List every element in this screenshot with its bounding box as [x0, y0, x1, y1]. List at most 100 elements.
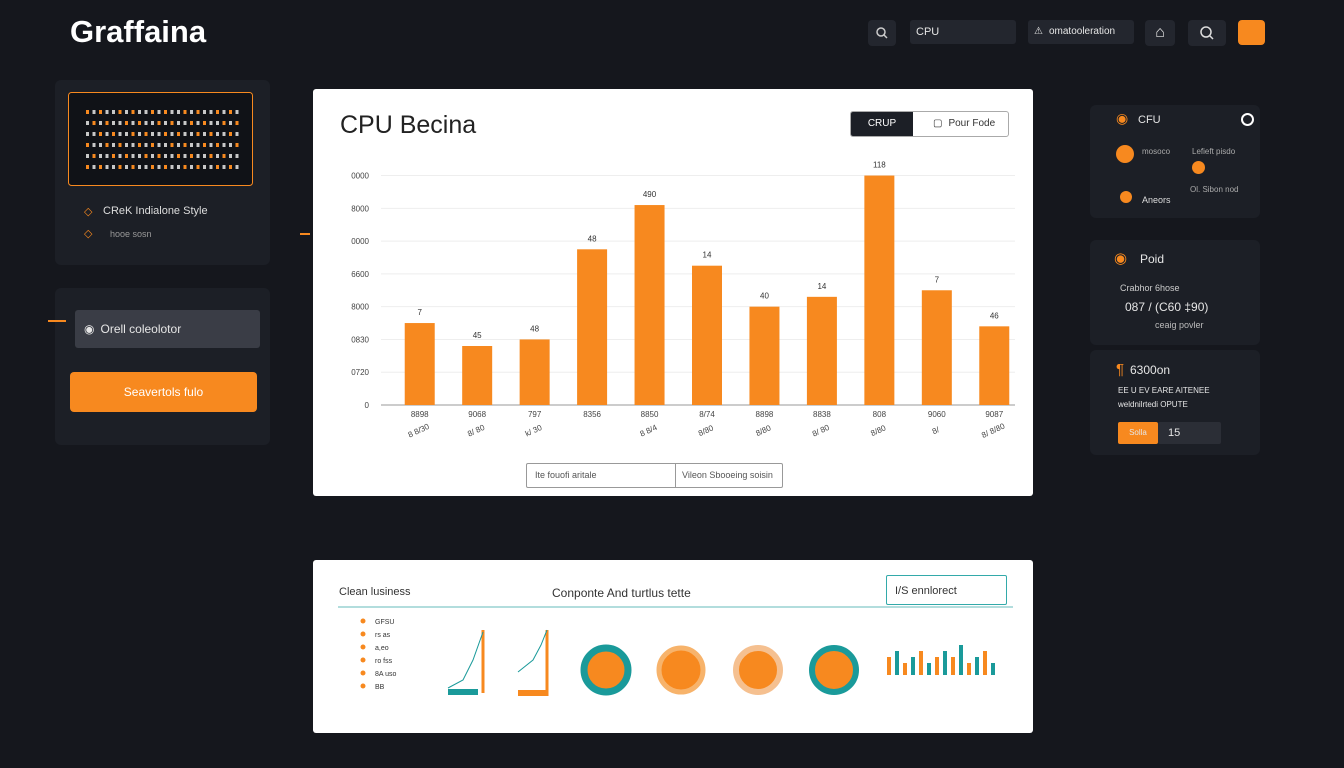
cpu-row: Aneors [1142, 195, 1171, 205]
x-tick-label: 8/74 [699, 410, 715, 419]
list-item: BB [375, 684, 385, 691]
dot [222, 121, 226, 125]
value-label: 48 [588, 234, 597, 243]
bullet: ◇ [84, 228, 93, 240]
dot [196, 165, 200, 169]
x-tick-label: 9068 [468, 410, 486, 419]
bar-chart: 0 0720 0830 8000 6600 0000 8000 0000 7 8898 8 8/30… [351, 161, 1015, 440]
dot [125, 154, 128, 158]
dot [170, 121, 174, 125]
dot [216, 143, 219, 147]
dot [105, 110, 109, 114]
bar [404, 323, 435, 405]
dot [170, 132, 174, 136]
list-bullet [360, 683, 366, 689]
dot [138, 110, 141, 114]
poid-label: Crabhor 6hose [1120, 283, 1180, 293]
x-tick-label: 8898 [756, 410, 774, 419]
bottom-graphics: GFSU rs as a,eo ro fss 8A uso BB [338, 606, 1013, 696]
dot [151, 110, 154, 114]
x-tick-label: 8838 [813, 410, 831, 419]
x-tick-sublabel: 8/80 [754, 423, 772, 438]
bottom-box[interactable]: I/S ennlorect [886, 575, 1007, 605]
dot [183, 165, 187, 169]
user-button[interactable] [1238, 20, 1265, 45]
mini-bar [903, 663, 907, 675]
dot [118, 143, 122, 147]
mini-bar [887, 657, 891, 675]
toggle-option[interactable]: ▢ Pour Fode [933, 118, 996, 129]
list-bullet [360, 670, 366, 676]
dot [203, 110, 206, 114]
bell-button[interactable]: ⌂ [1145, 20, 1175, 46]
dot [222, 154, 226, 158]
mini-bar [935, 657, 939, 675]
list-item: 8A uso [375, 671, 397, 678]
mini-line-chart [447, 629, 549, 696]
bottom-title: Clean lusiness [339, 586, 411, 598]
dot [203, 132, 206, 136]
dot [92, 121, 96, 125]
search-button[interactable] [868, 20, 896, 46]
dot [216, 154, 219, 158]
dot [196, 154, 200, 158]
dot [125, 132, 128, 136]
alert-input[interactable]: ⚠ omatooleration [1028, 20, 1134, 44]
dot [118, 165, 122, 169]
x-tick-label: 8356 [583, 410, 601, 419]
y-tick-label: 0720 [351, 368, 369, 377]
bar [806, 296, 837, 405]
value-label: 14 [817, 282, 826, 291]
dot [209, 154, 213, 158]
list-bullet [360, 631, 366, 637]
dot [196, 121, 200, 125]
dot [144, 132, 148, 136]
list-item: GFSU [375, 619, 394, 626]
bar [749, 306, 780, 405]
logo: Graffaina [70, 14, 207, 49]
thumbnail [68, 92, 253, 186]
mini-bar [967, 663, 971, 675]
dot [144, 165, 148, 169]
input[interactable]: ◉ Orell coleolotor [75, 310, 260, 348]
connector [300, 233, 310, 235]
x-tick-label: 8850 [641, 410, 659, 419]
stat-button[interactable]: Solla [1118, 422, 1158, 444]
legend-item: Vileon Sbooeing soisin [675, 464, 773, 487]
dot [105, 121, 109, 125]
list-item: a,eo [375, 645, 389, 652]
search-icon-button[interactable] [1188, 20, 1226, 46]
bar [979, 326, 1010, 405]
x-tick-sublabel: 8 8/30 [407, 422, 431, 440]
bullet: ◇ [84, 206, 93, 218]
dot [222, 132, 226, 136]
x-tick-sublabel: 8 8/4 [639, 423, 659, 439]
dot [105, 143, 109, 147]
dot [235, 143, 239, 147]
dot [177, 165, 180, 169]
toggle: CRUP ▢ Pour Fode [850, 111, 1009, 137]
dot [183, 143, 187, 147]
x-tick-sublabel: 8/ 80 [466, 423, 486, 439]
mini-bar [983, 651, 987, 675]
dot [99, 110, 102, 114]
dot [86, 121, 89, 125]
toggle-option[interactable]: CRUP [851, 112, 913, 136]
list-item: rs as [375, 632, 391, 639]
mini-bar [895, 651, 899, 675]
dot [118, 121, 122, 125]
primary-button[interactable]: Seavertols fulo [70, 372, 257, 412]
dot [105, 154, 109, 158]
y-tick-label: 8000 [351, 303, 369, 312]
bar [577, 249, 608, 405]
input-text: Orell coleolotor [100, 322, 182, 336]
dot [170, 154, 174, 158]
dot [170, 143, 174, 147]
search-input[interactable]: CPU [910, 20, 1016, 44]
dot [164, 154, 167, 158]
dot [216, 165, 219, 169]
dot [92, 143, 96, 147]
bar [634, 205, 665, 405]
dot [190, 121, 193, 125]
